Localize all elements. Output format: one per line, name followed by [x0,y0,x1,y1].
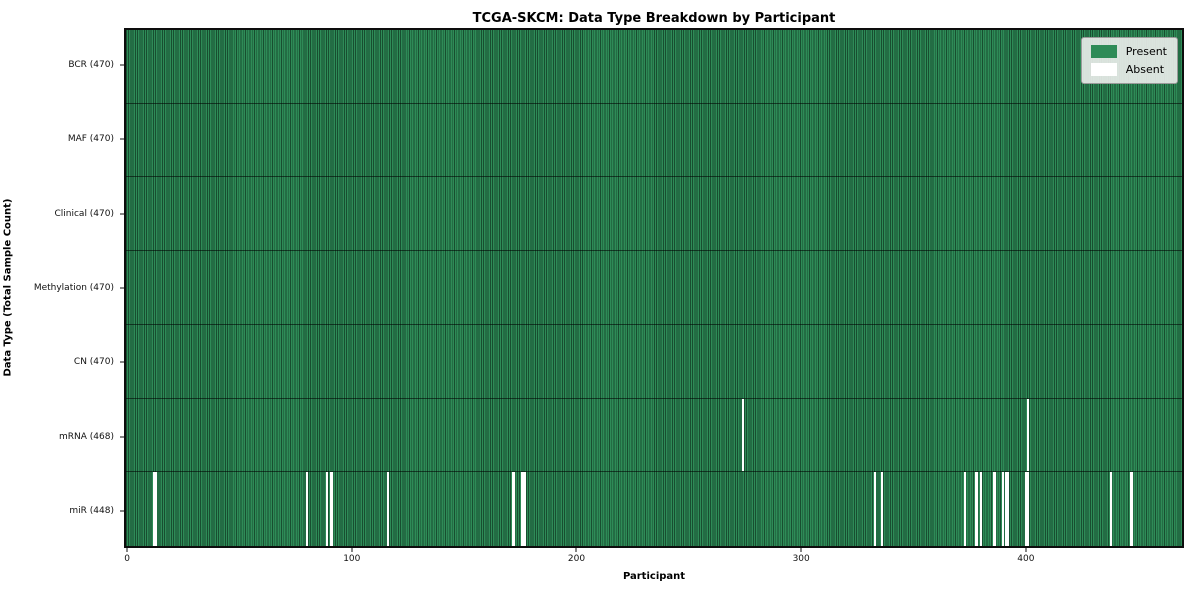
ytick-label-bcr: BCR (470) [68,60,114,71]
heatmap-row-mir [126,472,1182,546]
xtick-label-0: 0 [124,554,130,564]
ytick-label-methylation: Methylation (470) [33,283,114,293]
chart-title: TCGA-SKCM: Data Type Breakdown by Partic… [472,11,836,26]
ytick-mark [120,361,124,363]
absent-cell [330,472,333,546]
heatmap-row-methylation [126,251,1182,325]
absent-cell [512,472,515,546]
absent-cell [880,472,884,546]
xtick-mark [1025,548,1027,552]
ytick-label-maf: MAF (470) [67,134,114,145]
heatmap-row-mrna [126,398,1182,473]
absent-cell [741,398,744,472]
absent-cell [1130,472,1133,546]
absent-cell [155,472,158,546]
absent-cell [874,472,877,546]
absent-cell [521,472,524,546]
absent-cell [386,472,389,546]
absent-cell [1110,472,1113,546]
ytick-label-clinical: Clinical (470) [54,208,114,219]
absent-cell [1006,472,1009,546]
absent-cell [1004,472,1007,546]
heatmap-row-cn [126,324,1182,399]
legend: Present Absent [1080,37,1178,84]
absent-cell [325,472,329,546]
ytick-mark [120,287,124,289]
ytick-mark [120,510,124,512]
xtick-mark [800,548,802,552]
heatmap-rows [126,30,1182,546]
ytick-label-mir: miR (448) [69,505,114,516]
heatmap-row-clinical [126,177,1182,252]
legend-item-absent: Absent [1090,63,1167,76]
heatmap-plot-area: Present Absent [124,28,1184,548]
absent-cell [993,472,996,546]
absent-cell [975,472,978,546]
absent-cell [1026,472,1030,546]
absent-cell [1002,472,1005,546]
absent-cell [523,472,526,546]
ytick-mark [120,138,124,140]
present-swatch-icon [1090,45,1117,58]
xtick-label-300: 300 [792,554,810,564]
xtick-mark [351,548,353,552]
x-axis-label: Participant [622,571,686,582]
absent-cell [1024,472,1027,546]
y-axis-tick-labels: BCR (470) MAF (470) Clinical (470) Methylat… [0,28,124,548]
absent-cell [964,472,967,546]
x-axis-tick-labels: 0 100 200 300 400 [124,548,1184,570]
absent-cell [152,472,156,546]
absent-swatch-icon [1090,63,1117,76]
ytick-label-mrna: mRNA (468) [59,431,114,442]
ytick-mark [120,64,124,66]
absent-cell [305,472,308,546]
xtick-mark [575,548,577,552]
xtick-label-200: 200 [567,554,586,564]
legend-label-present: Present [1125,45,1167,58]
ytick-mark [120,436,124,438]
xtick-label-100: 100 [343,554,361,564]
legend-item-present: Present [1090,45,1167,58]
legend-label-absent: Absent [1125,63,1165,76]
absent-cell [1026,398,1030,472]
xtick-label-400: 400 [1017,554,1035,564]
xtick-mark [126,548,128,552]
absent-cell [979,472,983,546]
heatmap-row-maf [126,103,1182,178]
heatmap-row-bcr [126,30,1182,104]
ytick-label-cn: CN (470) [73,357,114,368]
ytick-mark [120,213,124,215]
